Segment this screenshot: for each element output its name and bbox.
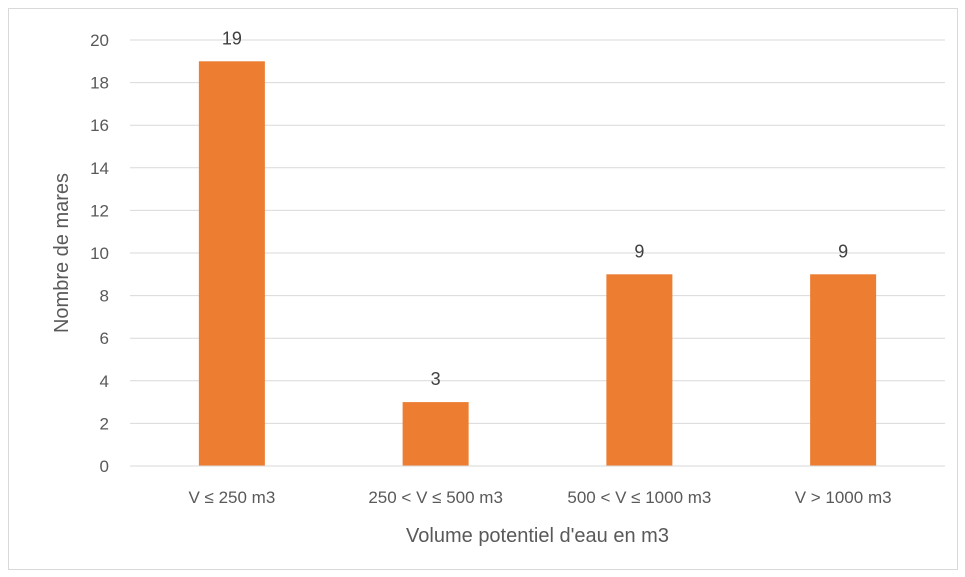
y-tick-label: 4 (100, 372, 109, 391)
data-label: 19 (222, 28, 242, 48)
y-tick-label: 8 (100, 287, 109, 306)
y-tick-label: 6 (100, 329, 109, 348)
x-tick-label: 500 < V ≤ 1000 m3 (567, 488, 711, 507)
data-labels: 19 3 9 9 (222, 28, 848, 389)
x-axis-title: Volume potentiel d'eau en m3 (406, 525, 669, 547)
y-tick-label: 12 (90, 201, 109, 220)
data-label: 3 (431, 369, 441, 389)
x-tick-label: 250 < V ≤ 500 m3 (368, 488, 503, 507)
bar (198, 61, 265, 467)
x-axis-ticks: V ≤ 250 m3 250 < V ≤ 500 m3 500 < V ≤ 1000… (188, 488, 891, 507)
chart-frame (8, 8, 958, 570)
bar (810, 274, 877, 466)
y-tick-label: 16 (90, 116, 109, 135)
bars (198, 61, 877, 467)
y-tick-label: 0 (100, 457, 109, 476)
bar (606, 274, 673, 466)
y-tick-label: 20 (90, 31, 109, 50)
y-tick-label: 14 (90, 159, 109, 178)
x-tick-label: V ≤ 250 m3 (188, 488, 275, 507)
gridlines (130, 39, 945, 424)
data-label: 9 (634, 241, 644, 261)
x-tick-label: V > 1000 m3 (795, 488, 892, 507)
bar (402, 402, 469, 466)
y-tick-label: 10 (90, 244, 109, 263)
y-axis-ticks: 0 2 4 6 8 10 12 14 16 18 20 (90, 31, 109, 476)
y-tick-label: 18 (90, 74, 109, 93)
y-axis-title: Nombre de mares (51, 173, 73, 333)
y-tick-label: 2 (100, 414, 109, 433)
data-label: 9 (838, 241, 848, 261)
